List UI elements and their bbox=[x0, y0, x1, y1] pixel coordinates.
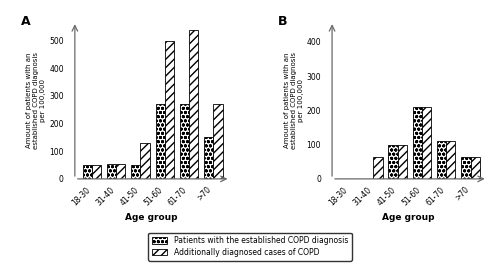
Bar bbox=[131, 165, 140, 179]
Legend: Patients with the established COPD diagnosis, Additionally diagnosed cases of CO: Patients with the established COPD diagn… bbox=[148, 233, 352, 261]
Bar bbox=[462, 157, 470, 179]
Bar bbox=[165, 41, 174, 179]
X-axis label: Age group: Age group bbox=[382, 213, 435, 222]
Bar bbox=[82, 165, 92, 179]
Bar bbox=[422, 107, 431, 179]
Bar bbox=[116, 164, 126, 179]
Y-axis label: Amount of patients with an
established COPD diagnosis
per 100,000: Amount of patients with an established C… bbox=[284, 52, 304, 149]
Text: A: A bbox=[21, 15, 31, 28]
Bar bbox=[107, 164, 116, 179]
Bar bbox=[156, 104, 165, 179]
Bar bbox=[470, 157, 480, 179]
Bar bbox=[374, 157, 382, 179]
Y-axis label: Amount of patients with an
established COPD diagnosis
per 100,000: Amount of patients with an established C… bbox=[26, 52, 46, 149]
Text: B: B bbox=[278, 15, 288, 28]
Bar bbox=[204, 138, 214, 179]
Bar bbox=[214, 104, 222, 179]
Bar bbox=[412, 107, 422, 179]
Bar bbox=[189, 30, 198, 179]
Bar bbox=[446, 141, 456, 179]
X-axis label: Age group: Age group bbox=[125, 213, 178, 222]
Bar bbox=[180, 104, 189, 179]
Bar bbox=[140, 143, 149, 179]
Bar bbox=[388, 145, 398, 179]
Bar bbox=[398, 145, 407, 179]
Bar bbox=[437, 141, 446, 179]
Bar bbox=[92, 165, 101, 179]
